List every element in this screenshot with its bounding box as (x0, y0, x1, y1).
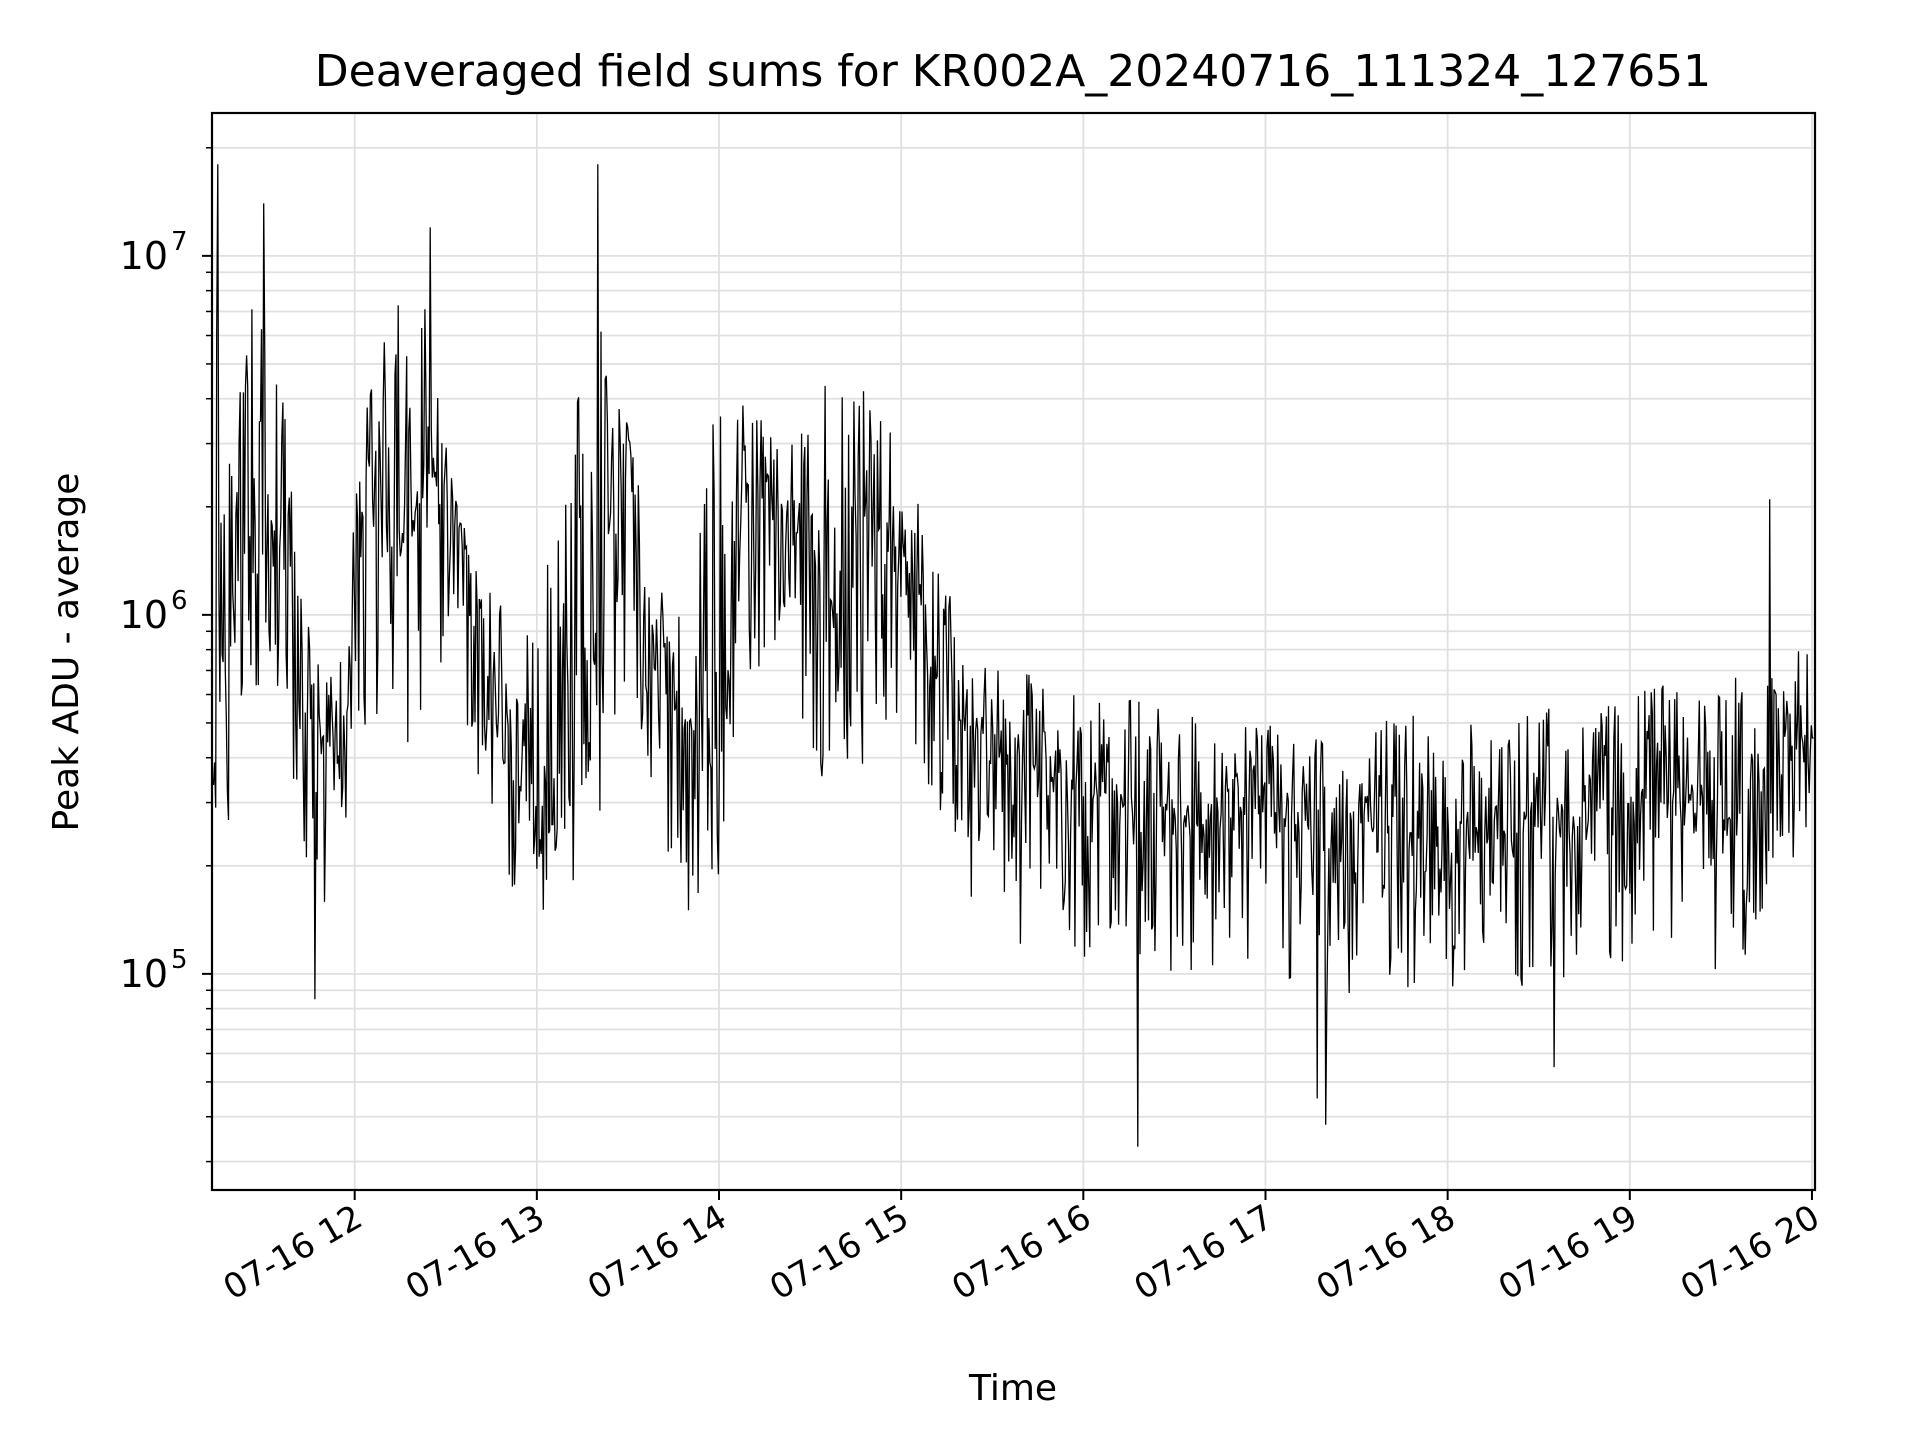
plot-area (212, 164, 1814, 1147)
plot-frame (210, 111, 1817, 1192)
chart-title: Deaveraged field sums for KR002A_2024071… (315, 46, 1711, 97)
y-tick-exponent: 6 (171, 586, 188, 616)
series-line (212, 164, 1814, 1147)
x-axis-label: Time (968, 1368, 1057, 1409)
y-axis-label: Peak ADU - average (46, 473, 87, 832)
y-tick-exponent: 5 (171, 945, 188, 975)
grid (212, 113, 1815, 1190)
y-tick-exponent: 7 (171, 227, 188, 257)
y-tick-label: 10 (120, 234, 168, 278)
y-tick-label: 10 (120, 952, 168, 996)
y-tick-label: 10 (120, 593, 168, 637)
